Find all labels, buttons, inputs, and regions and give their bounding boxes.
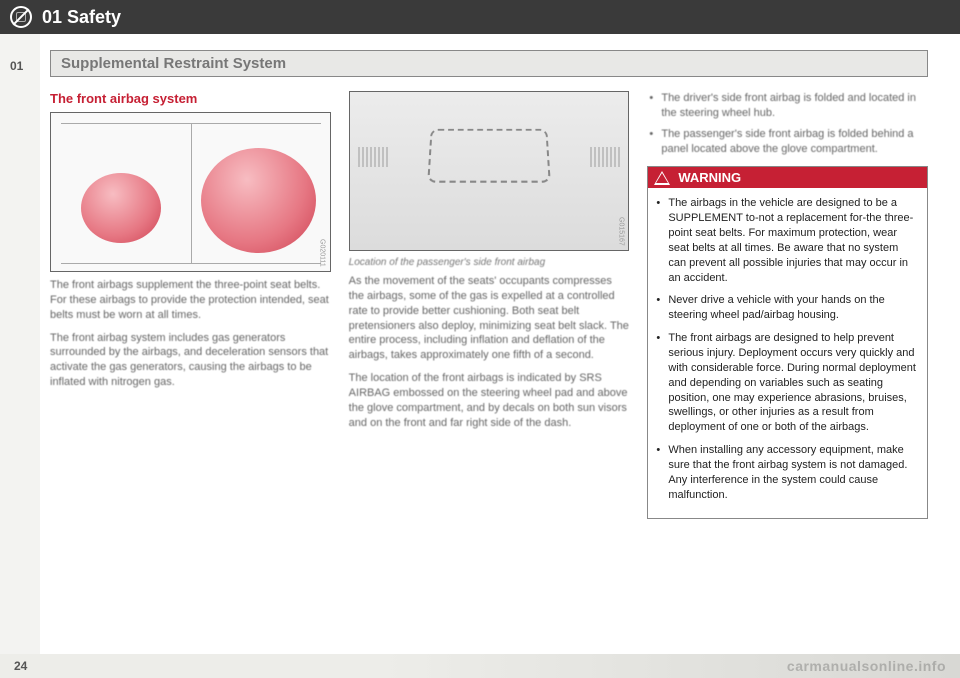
warning-item: The front airbags are designed to help p… <box>654 331 917 435</box>
warning-item: Never drive a vehicle with your hands on… <box>654 293 917 323</box>
figure-id: G015167 <box>617 217 624 246</box>
safety-icon <box>10 6 32 28</box>
body-paragraph: The front airbags supplement the three-p… <box>50 278 331 323</box>
column-1: The front airbag system G020111 The fron… <box>50 91 331 519</box>
figure-front-airbags: G020111 <box>50 112 331 272</box>
chapter-title: 01 Safety <box>42 7 121 28</box>
footer-bar: 24 carmanualsonline.info <box>0 654 960 678</box>
warning-body: The airbags in the vehicle are designed … <box>648 188 927 518</box>
figure-passenger-airbag-location: G015167 <box>349 91 630 251</box>
bullet-list: The driver's side front airbag is folded… <box>647 91 928 156</box>
watermark: carmanualsonline.info <box>787 658 946 674</box>
body-paragraph: The location of the front airbags is ind… <box>349 371 630 430</box>
body-paragraph: As the movement of the seats' occupants … <box>349 274 630 363</box>
warning-title: WARNING <box>678 170 741 185</box>
chapter-number: 01 <box>10 59 23 73</box>
page-content: Supplemental Restraint System The front … <box>50 50 950 519</box>
column-2: G015167 Location of the passenger's side… <box>349 91 630 519</box>
chapter-header-bar: 01 Safety <box>0 0 960 34</box>
subsection-heading: The front airbag system <box>50 91 331 106</box>
left-margin-band: 01 <box>0 34 40 654</box>
section-title: Supplemental Restraint System <box>50 50 928 77</box>
warning-callout: WARNING The airbags in the vehicle are d… <box>647 166 928 519</box>
page-number: 24 <box>14 659 27 673</box>
warning-triangle-icon <box>654 171 670 185</box>
figure-caption: Location of the passenger's side front a… <box>349 257 630 268</box>
body-paragraph: The front airbag system includes gas gen… <box>50 331 331 390</box>
figure-id: G020111 <box>319 239 326 267</box>
column-3: The driver's side front airbag is folded… <box>647 91 928 519</box>
warning-header: WARNING <box>648 167 927 188</box>
warning-item: When installing any accessory equipment,… <box>654 443 917 502</box>
warning-item: The airbags in the vehicle are designed … <box>654 196 917 285</box>
list-item: The driver's side front airbag is folded… <box>647 91 928 121</box>
list-item: The passenger's side front airbag is fol… <box>647 127 928 157</box>
three-column-layout: The front airbag system G020111 The fron… <box>50 91 928 519</box>
